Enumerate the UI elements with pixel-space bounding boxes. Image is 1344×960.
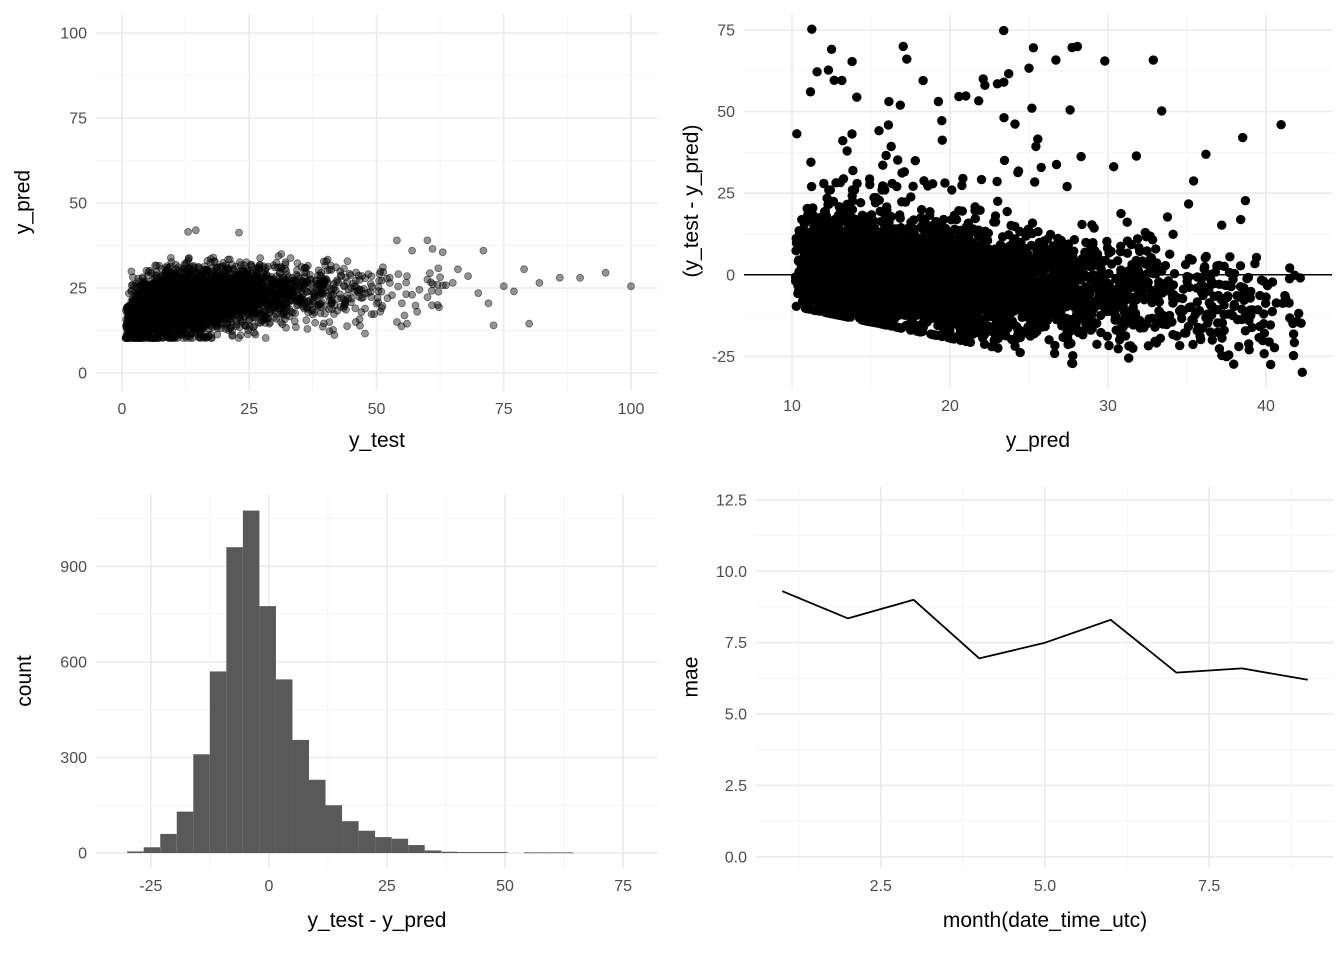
bl-x-axis-title: y_test - y_pred bbox=[307, 909, 447, 932]
svg-text:100: 100 bbox=[60, 26, 87, 43]
br-y-axis-title: mae bbox=[679, 656, 703, 698]
bl-y-axis-title: count bbox=[13, 655, 36, 707]
svg-text:50: 50 bbox=[69, 196, 87, 213]
svg-text:75: 75 bbox=[495, 401, 513, 418]
br-x-axis-title: month(date_time_utc) bbox=[942, 909, 1148, 932]
svg-text:25: 25 bbox=[240, 401, 258, 418]
tr-x-axis-title: y_pred bbox=[1005, 429, 1071, 452]
svg-text:0: 0 bbox=[118, 401, 127, 418]
scatter-pred-vs-test: 0 25 50 75 100 0 25 50 75 100 bbox=[60, 14, 658, 418]
svg-text:75: 75 bbox=[69, 111, 87, 128]
svg-text:0: 0 bbox=[78, 366, 87, 383]
tl-y-axis-title: y_pred bbox=[11, 169, 35, 235]
tr-y-axis-title: (y_test - y_pred) bbox=[680, 124, 703, 278]
tl-x-axis-title: y_test bbox=[348, 429, 406, 452]
line-mae-by-month: 2.5 5.0 7.50.02.55.07.510.012.5 bbox=[716, 487, 1334, 895]
svg-text:25: 25 bbox=[69, 281, 87, 298]
svg-text:100: 100 bbox=[618, 401, 645, 418]
svg-text:50: 50 bbox=[368, 401, 386, 418]
